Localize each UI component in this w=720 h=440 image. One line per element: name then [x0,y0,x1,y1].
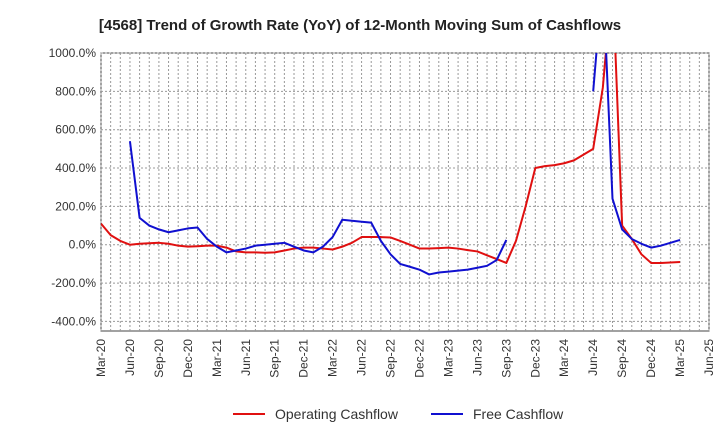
y-tick-label: -400.0% [51,314,96,328]
y-tick-label: -200.0% [51,276,96,290]
x-tick-label: Jun-20 [123,339,137,376]
series-line-2 [592,53,681,249]
y-tick-label: 1000.0% [49,46,97,60]
x-tick-label: Dec-20 [181,339,195,378]
x-tick-label: Mar-20 [94,339,108,377]
y-axis: 1000.0% 800.0% 600.0% 400.0% 200.0% 0.0% -200.… [49,46,97,328]
x-tick-label: Dec-24 [644,339,658,378]
x-tick-label: Dec-22 [412,339,426,378]
x-tick-label: Mar-21 [210,339,224,377]
x-tick-label: Sep-23 [499,339,513,378]
x-tick-label: Dec-23 [528,339,542,378]
grid-layer [100,52,710,331]
y-tick-label: 600.0% [55,123,96,137]
legend-label-0: Operating Cashflow [275,406,399,422]
y-tick-label: 200.0% [55,199,96,213]
x-tick-label: Jun-23 [470,339,484,376]
x-tick-label: Mar-22 [326,339,340,377]
x-tick-label: Mar-24 [557,339,571,377]
x-tick-label: Sep-24 [615,339,629,378]
series-line-1 [128,141,508,276]
x-tick-label: Mar-23 [441,339,455,377]
x-tick-label: Sep-21 [268,339,282,378]
x-tick-label: Jun-24 [586,339,600,376]
y-tick-label: 800.0% [55,84,96,98]
x-tick-label: Jun-22 [355,339,369,376]
series-layer [101,53,681,276]
x-axis: Mar-20 Jun-20 Sep-20 Dec-20 Mar-21 Jun-21 Sep-… [94,339,716,378]
x-tick-label: Sep-22 [384,339,398,378]
legend-label-1: Free Cashflow [473,406,564,422]
x-tick-label: Jun-21 [239,339,253,376]
series-line-0 [101,53,681,264]
chart-title: [4568] Trend of Growth Rate (YoY) of 12-… [99,17,621,34]
y-tick-label: 0.0% [69,238,97,252]
x-tick-label: Dec-21 [297,339,311,378]
x-tick-label: Jun-25 [702,339,716,376]
x-tick-label: Sep-20 [152,339,166,378]
x-tick-label: Mar-25 [673,339,687,377]
y-tick-label: 400.0% [55,161,96,175]
legend: Operating Cashflow Free Cashflow [233,406,564,422]
